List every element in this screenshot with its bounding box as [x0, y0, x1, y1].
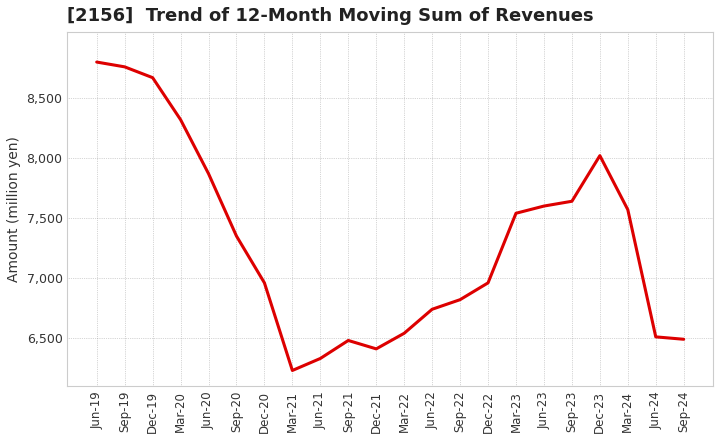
Text: [2156]  Trend of 12-Month Moving Sum of Revenues: [2156] Trend of 12-Month Moving Sum of R… — [68, 7, 594, 25]
Y-axis label: Amount (million yen): Amount (million yen) — [7, 136, 21, 282]
